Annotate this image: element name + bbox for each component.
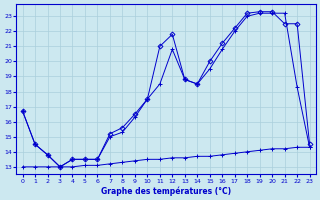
X-axis label: Graphe des températures (°C): Graphe des températures (°C): [101, 186, 231, 196]
